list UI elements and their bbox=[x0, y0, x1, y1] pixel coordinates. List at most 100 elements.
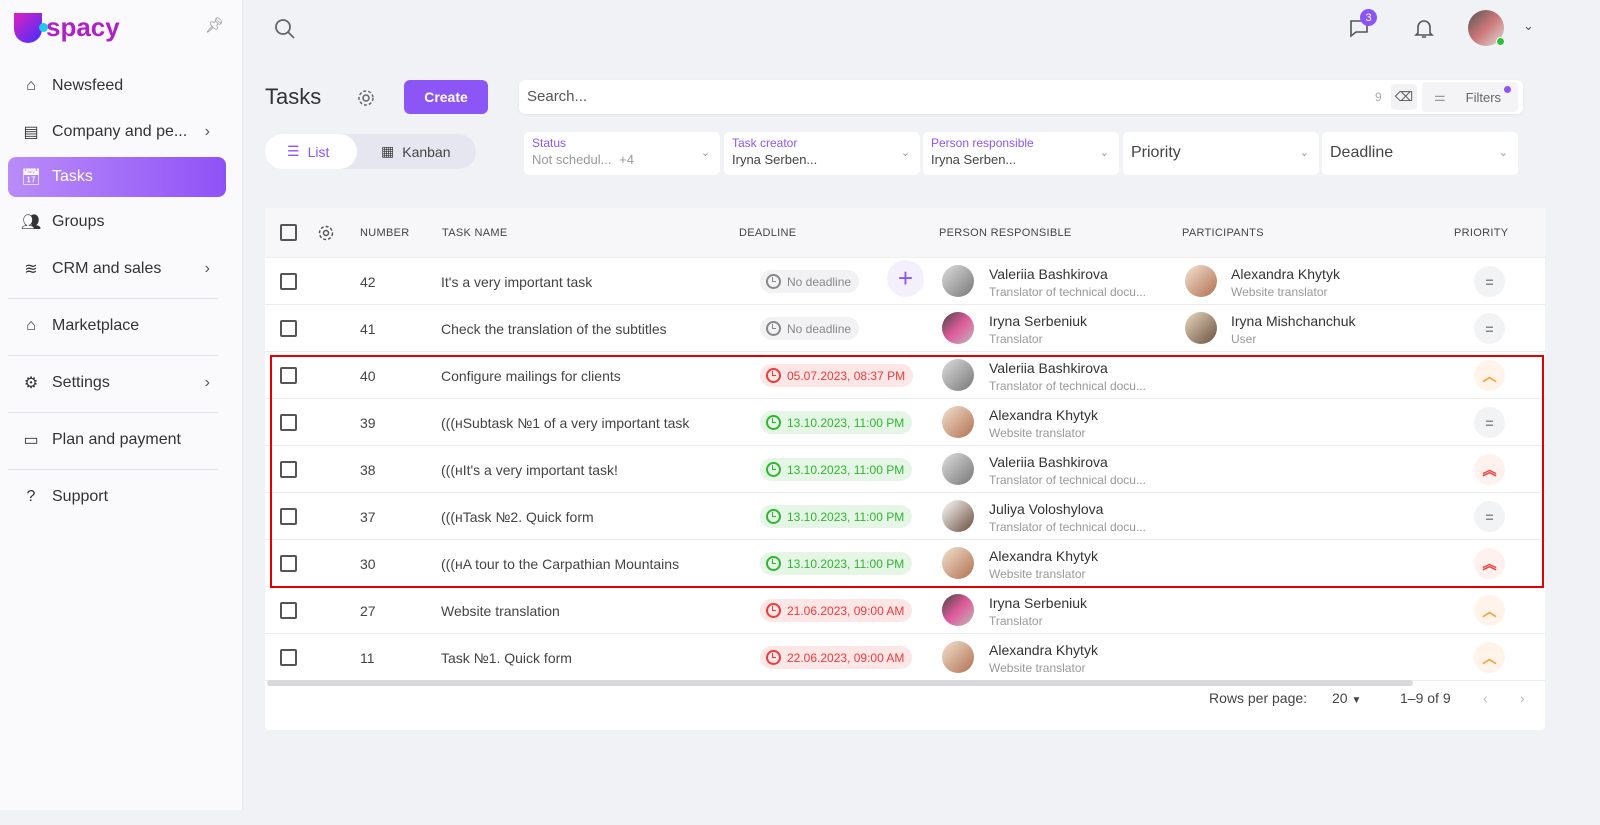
sidebar-divider bbox=[8, 412, 218, 413]
gear-icon[interactable] bbox=[356, 88, 376, 108]
row-checkbox[interactable] bbox=[280, 649, 297, 666]
filters-button[interactable]: ⚌ Filters bbox=[1422, 82, 1518, 112]
table-row[interactable]: 11 Task №1. Quick form 22.06.2023, 09:00… bbox=[265, 634, 1545, 681]
add-task-button[interactable]: + bbox=[887, 260, 924, 297]
deadline-badge[interactable]: 13.10.2023, 11:00 PM bbox=[760, 411, 913, 434]
rows-per-page-select[interactable]: 20 ▼ bbox=[1332, 690, 1361, 706]
sidebar-item-label: Plan and payment bbox=[52, 431, 181, 448]
person-name[interactable]: Valeriia Bashkirova bbox=[989, 266, 1108, 282]
view-list-tab[interactable]: ☰ List bbox=[265, 134, 357, 169]
table-row[interactable]: 38 (((нIt's a very important task! 13.10… bbox=[265, 446, 1545, 493]
table-row[interactable]: 42 It's a very important task No deadlin… bbox=[265, 258, 1545, 305]
deadline-badge[interactable]: 13.10.2023, 11:00 PM bbox=[760, 505, 913, 528]
deadline-badge[interactable]: 13.10.2023, 11:00 PM bbox=[760, 552, 913, 575]
column-settings-icon[interactable] bbox=[317, 224, 335, 242]
column-priority[interactable]: PRIORITY bbox=[1454, 227, 1509, 239]
column-person-responsible[interactable]: PERSON RESPONSIBLE bbox=[939, 227, 1072, 239]
horizontal-scrollbar[interactable] bbox=[267, 680, 1413, 686]
deadline-badge[interactable]: 13.10.2023, 11:00 PM bbox=[760, 458, 913, 481]
priority-normal-icon[interactable]: = bbox=[1474, 501, 1505, 532]
deadline-badge[interactable]: No deadline bbox=[760, 270, 860, 293]
sidebar-item-groups[interactable]: 👥︎ Groups bbox=[8, 202, 226, 242]
sidebar-item-support[interactable]: ? Support bbox=[8, 477, 226, 517]
table-row[interactable]: 39 (((нSubtask №1 of a very important ta… bbox=[265, 399, 1545, 446]
chevron-right-icon: › bbox=[204, 123, 210, 140]
row-checkbox[interactable] bbox=[280, 367, 297, 384]
priority-urgent-icon[interactable]: ︽ bbox=[1474, 454, 1505, 485]
filter-priority[interactable]: Priority ⌄ bbox=[1123, 132, 1319, 175]
person-name[interactable]: Juliya Voloshylova bbox=[989, 501, 1104, 517]
sidebar-item-newsfeed[interactable]: ⌂ Newsfeed bbox=[8, 66, 226, 106]
column-task-name[interactable]: TASK NAME bbox=[442, 227, 508, 239]
table-row[interactable]: 40 Configure mailings for clients 05.07.… bbox=[265, 352, 1545, 399]
person-name[interactable]: Iryna Serbeniuk bbox=[989, 595, 1088, 611]
person-name[interactable]: Valeriia Bashkirova bbox=[989, 360, 1108, 376]
sidebar-item-tasks[interactable]: 📅︎ Tasks bbox=[8, 157, 226, 197]
prev-page-icon[interactable]: ‹ bbox=[1483, 690, 1488, 706]
chevron-down-icon[interactable]: ⌄ bbox=[1523, 18, 1534, 33]
search-icon[interactable] bbox=[274, 18, 296, 40]
row-checkbox[interactable] bbox=[280, 508, 297, 525]
priority-normal-icon[interactable]: = bbox=[1474, 407, 1505, 438]
row-checkbox[interactable] bbox=[280, 555, 297, 572]
search-input[interactable] bbox=[527, 88, 1327, 105]
row-checkbox[interactable] bbox=[280, 414, 297, 431]
deadline-badge[interactable]: 22.06.2023, 09:00 AM bbox=[760, 646, 913, 669]
person-name[interactable]: Alexandra Khytyk bbox=[989, 407, 1098, 423]
participant-name[interactable]: Alexandra Khytyk bbox=[1231, 266, 1340, 282]
row-checkbox[interactable] bbox=[280, 461, 297, 478]
column-number[interactable]: NUMBER bbox=[360, 227, 410, 239]
person-name[interactable]: Alexandra Khytyk bbox=[989, 642, 1098, 658]
filter-status[interactable]: Status Not schedul... +4 ⌄ bbox=[524, 132, 720, 175]
person-name[interactable]: Iryna Serbeniuk bbox=[989, 313, 1088, 329]
bell-icon[interactable] bbox=[1413, 17, 1435, 39]
task-name[interactable]: Check the translation of the subtitles bbox=[441, 321, 667, 337]
task-name[interactable]: (((нA tour to the Carpathian Mountains bbox=[441, 556, 680, 572]
table-row[interactable]: 37 (((нTask №2. Quick form 13.10.2023, 1… bbox=[265, 493, 1545, 540]
sidebar-item-crm-and-sales[interactable]: ≋ CRM and sales › bbox=[8, 249, 226, 289]
priority-high-icon[interactable]: ︿ bbox=[1474, 360, 1505, 391]
table-row[interactable]: 30 (((нA tour to the Carpathian Mountain… bbox=[265, 540, 1545, 587]
row-checkbox[interactable] bbox=[280, 320, 297, 337]
priority-normal-icon[interactable]: = bbox=[1474, 266, 1505, 297]
deadline-badge[interactable]: No deadline bbox=[760, 317, 860, 340]
priority-urgent-icon[interactable]: ︽ bbox=[1474, 548, 1505, 579]
row-checkbox[interactable] bbox=[280, 602, 297, 619]
person-name[interactable]: Alexandra Khytyk bbox=[989, 548, 1098, 564]
task-name[interactable]: (((нIt's a very important task! bbox=[441, 462, 618, 478]
task-name[interactable]: Configure mailings for clients bbox=[441, 368, 621, 384]
deadline-badge[interactable]: 05.07.2023, 08:37 PM bbox=[760, 364, 914, 387]
task-name[interactable]: It's a very important task bbox=[441, 274, 593, 290]
create-button[interactable]: Create bbox=[404, 80, 488, 114]
priority-high-icon[interactable]: ︿ bbox=[1474, 595, 1505, 626]
filter-person-responsible[interactable]: Person responsible Iryna Serben... ⌄ bbox=[923, 132, 1119, 175]
table-row[interactable]: 27 Website translation 21.06.2023, 09:00… bbox=[265, 587, 1545, 634]
filter-task-creator[interactable]: Task creator Iryna Serben... ⌄ bbox=[724, 132, 920, 175]
column-participants[interactable]: PARTICIPANTS bbox=[1182, 227, 1264, 239]
next-page-icon[interactable]: › bbox=[1520, 690, 1525, 706]
logo[interactable]: spacy bbox=[14, 12, 120, 43]
sidebar-item-marketplace[interactable]: ⌂ Marketplace bbox=[8, 306, 226, 346]
row-checkbox[interactable] bbox=[280, 273, 297, 290]
task-name[interactable]: Website translation bbox=[441, 603, 560, 619]
task-name[interactable]: (((нTask №2. Quick form bbox=[441, 509, 594, 525]
view-kanban-tab[interactable]: ▦ Kanban bbox=[359, 134, 473, 169]
priority-high-icon[interactable]: ︿ bbox=[1474, 642, 1505, 673]
eraser-icon[interactable]: ⌫ bbox=[1391, 84, 1417, 110]
sidebar-item-plan-and-payment[interactable]: ▭ Plan and payment bbox=[8, 420, 226, 460]
task-name[interactable]: Task №1. Quick form bbox=[441, 650, 572, 666]
table-row[interactable]: 41 Check the translation of the subtitle… bbox=[265, 305, 1545, 352]
filter-deadline[interactable]: Deadline ⌄ bbox=[1322, 132, 1518, 175]
pin-icon[interactable]: 📌︎ bbox=[205, 17, 225, 34]
task-name[interactable]: (((нSubtask №1 of a very important task bbox=[441, 415, 690, 431]
select-all-checkbox[interactable] bbox=[280, 224, 297, 241]
filters-active-dot bbox=[1504, 86, 1511, 93]
logo-mark-icon bbox=[14, 12, 48, 43]
sidebar-item-settings[interactable]: ⚙ Settings › bbox=[8, 363, 226, 403]
person-name[interactable]: Valeriia Bashkirova bbox=[989, 454, 1108, 470]
participant-name[interactable]: Iryna Mishchanchuk bbox=[1231, 313, 1356, 329]
priority-normal-icon[interactable]: = bbox=[1474, 313, 1505, 344]
deadline-badge[interactable]: 21.06.2023, 09:00 AM bbox=[760, 599, 913, 622]
sidebar-item-company-and-pe[interactable]: ▤ Company and pe... › bbox=[8, 112, 226, 152]
column-deadline[interactable]: DEADLINE bbox=[739, 227, 797, 239]
